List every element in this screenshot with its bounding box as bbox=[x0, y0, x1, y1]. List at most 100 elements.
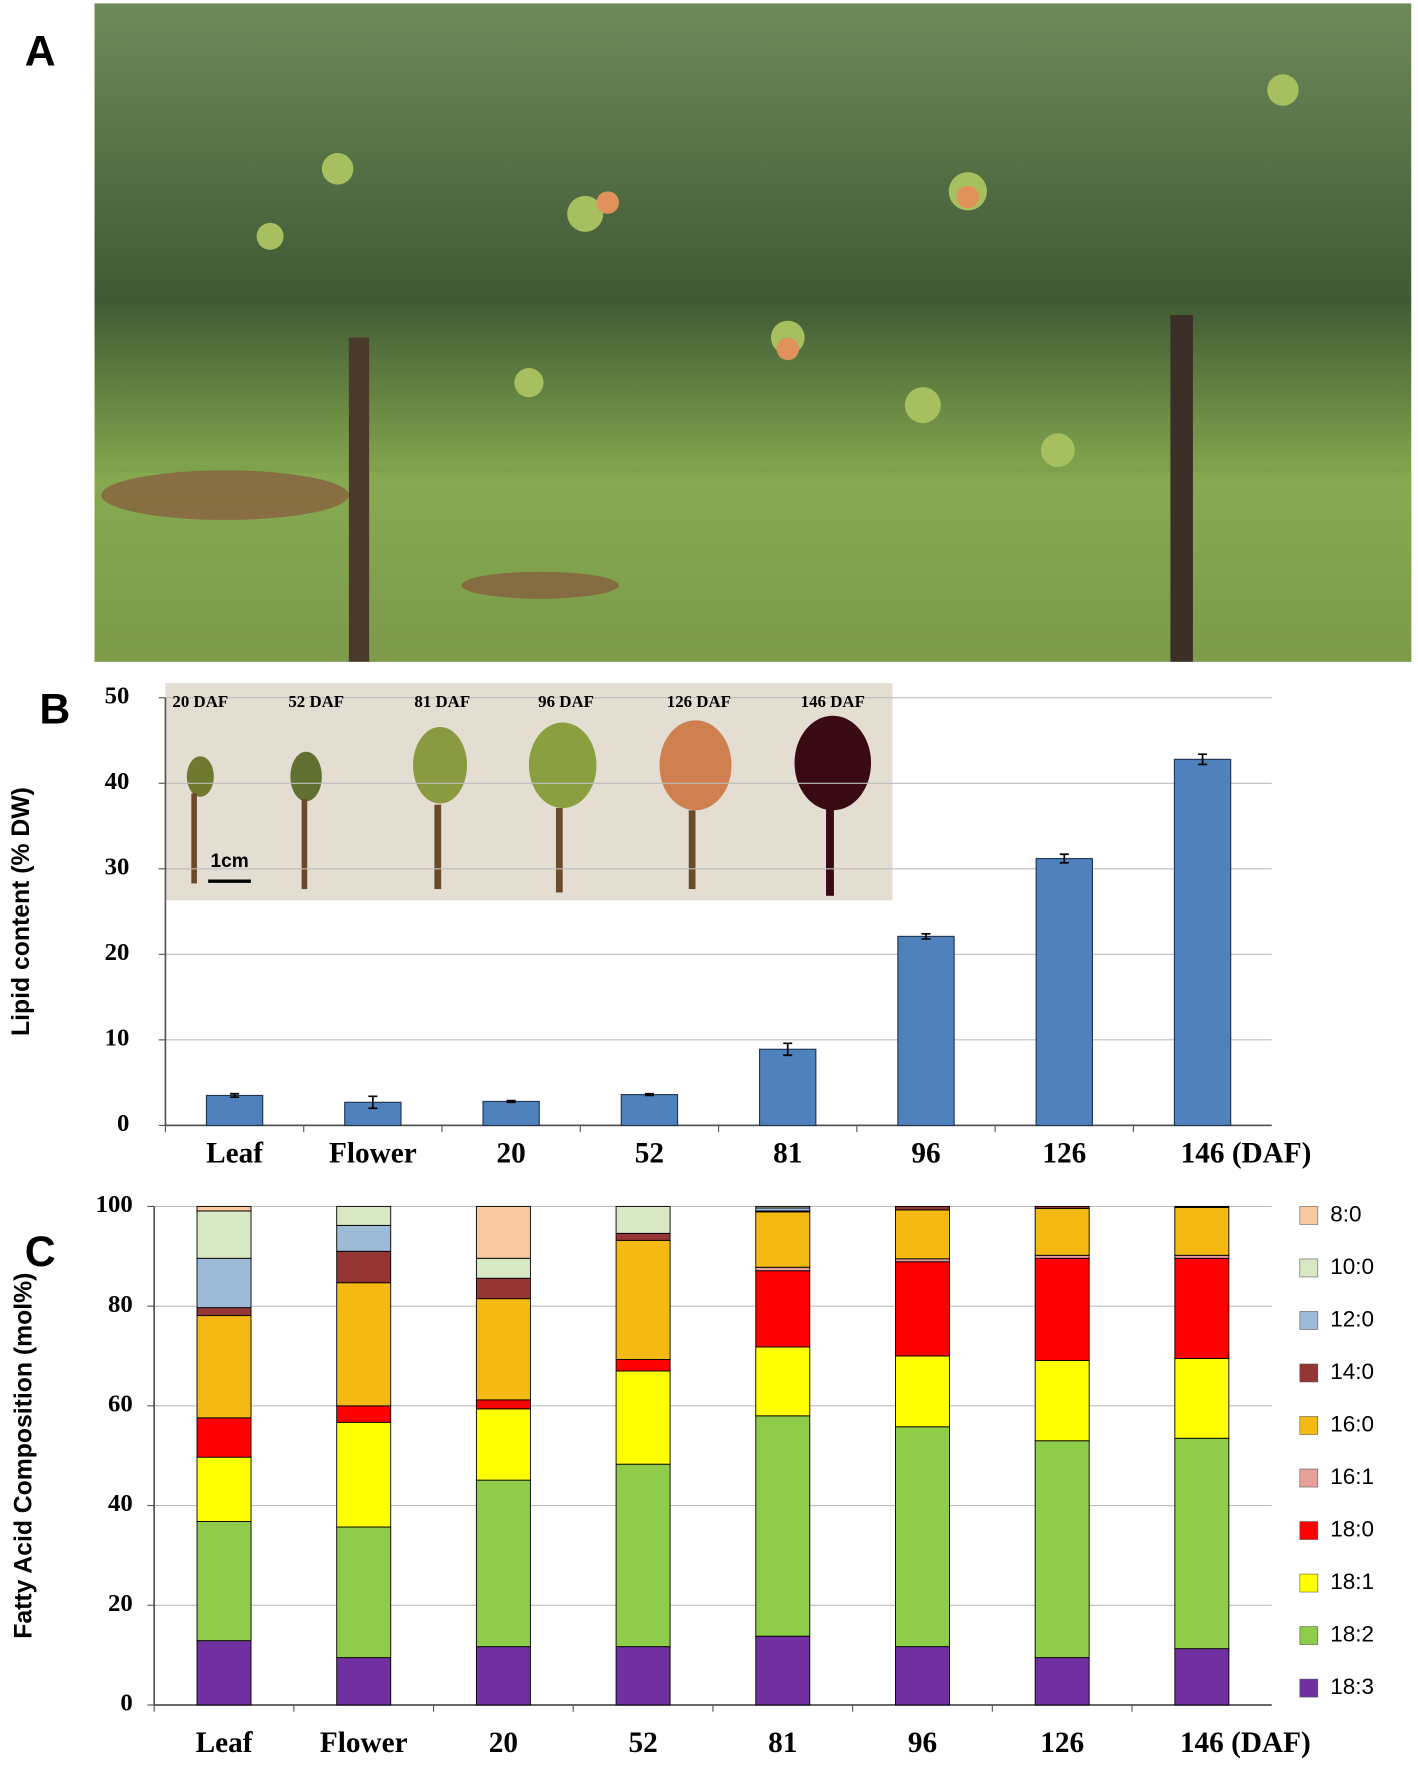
bar-segment bbox=[1174, 1358, 1230, 1439]
legend-label: 18:1 bbox=[1330, 1569, 1374, 1594]
y-tick-label: 30 bbox=[105, 853, 130, 880]
x-tick-label: 146 bbox=[1180, 1727, 1224, 1759]
legend-label: 8:0 bbox=[1330, 1201, 1361, 1226]
y-tick-label: 40 bbox=[108, 1490, 133, 1517]
bar-segment bbox=[196, 1257, 252, 1309]
legend-label: 18:2 bbox=[1330, 1622, 1374, 1647]
inset-label: 52 DAF bbox=[288, 692, 344, 711]
bar-segment bbox=[615, 1646, 671, 1706]
inset-label: 146 DAF bbox=[801, 692, 865, 711]
bar-segment bbox=[196, 1205, 252, 1212]
panel-label: B bbox=[39, 686, 70, 734]
x-tick-label: 126 bbox=[1042, 1138, 1086, 1170]
error-bar bbox=[644, 1092, 654, 1097]
legend-swatch bbox=[1299, 1258, 1319, 1278]
error-bar bbox=[1059, 853, 1069, 864]
y-tick-label: 0 bbox=[120, 1690, 132, 1717]
legend-label: 10:0 bbox=[1330, 1254, 1374, 1279]
legend-label: 18:0 bbox=[1330, 1516, 1374, 1541]
bar-segment bbox=[615, 1205, 671, 1234]
bar-segment bbox=[336, 1224, 392, 1252]
bar-segment bbox=[755, 1270, 811, 1348]
bar bbox=[620, 1094, 679, 1126]
bar-segment bbox=[475, 1646, 531, 1706]
x-tick-label: Leaf bbox=[206, 1138, 264, 1170]
bar-segment bbox=[196, 1210, 252, 1259]
x-tick-label: 20 bbox=[497, 1138, 526, 1170]
bar-segment bbox=[336, 1657, 392, 1706]
bar-segment bbox=[196, 1640, 252, 1706]
bar-segment bbox=[755, 1346, 811, 1417]
bar bbox=[205, 1094, 264, 1126]
y-tick-label: 20 bbox=[108, 1590, 133, 1617]
y-tick-label: 80 bbox=[108, 1291, 133, 1318]
x-tick-label: 20 bbox=[489, 1727, 518, 1759]
inset-photo bbox=[165, 683, 893, 901]
error-bar bbox=[230, 1092, 240, 1099]
x-tick-label: 96 bbox=[911, 1138, 940, 1170]
legend-swatch bbox=[1299, 1416, 1319, 1435]
bar-segment bbox=[615, 1359, 671, 1372]
bar-segment bbox=[336, 1205, 392, 1226]
legend-label: 18:3 bbox=[1330, 1674, 1374, 1699]
bar-segment bbox=[475, 1399, 531, 1410]
panel-label: C bbox=[25, 1228, 56, 1276]
bar-segment bbox=[475, 1205, 531, 1259]
y-tick-label: 50 bbox=[105, 682, 130, 709]
legend-swatch bbox=[1299, 1206, 1319, 1225]
bar-segment bbox=[895, 1209, 950, 1260]
bar bbox=[897, 935, 955, 1126]
bar-segment bbox=[475, 1479, 531, 1648]
y-tick-label: 0 bbox=[117, 1110, 129, 1137]
x-tick-label: 52 bbox=[628, 1727, 657, 1759]
bar-segment bbox=[196, 1521, 252, 1642]
bar-segment bbox=[1034, 1205, 1090, 1209]
bar bbox=[482, 1100, 540, 1126]
bar-segment bbox=[755, 1266, 811, 1272]
bar-segment bbox=[1174, 1257, 1230, 1359]
bar-segment bbox=[196, 1417, 252, 1458]
scale-bar-label: 1cm bbox=[210, 851, 248, 872]
x-axis-label: (DAF) bbox=[1231, 1727, 1311, 1759]
bar-segment bbox=[336, 1526, 392, 1659]
legend-swatch bbox=[1299, 1468, 1319, 1488]
error-bar bbox=[1198, 753, 1208, 766]
bar-segment bbox=[615, 1232, 671, 1241]
legend-label: 16:1 bbox=[1330, 1464, 1374, 1489]
bar bbox=[1035, 857, 1093, 1126]
bar-segment bbox=[475, 1277, 531, 1300]
bar-segment bbox=[196, 1307, 252, 1317]
legend-swatch bbox=[1299, 1626, 1319, 1645]
legend-swatch bbox=[1299, 1573, 1319, 1593]
inset-label: 96 DAF bbox=[538, 692, 594, 711]
bar-segment bbox=[1034, 1657, 1090, 1706]
legend-swatch bbox=[1299, 1521, 1319, 1540]
inset-label: 126 DAF bbox=[667, 692, 731, 711]
bar-segment bbox=[196, 1456, 252, 1522]
bar-segment bbox=[1174, 1205, 1230, 1208]
bar-segment bbox=[1034, 1440, 1090, 1659]
x-tick-label: Flower bbox=[320, 1727, 408, 1759]
y-tick-label: 100 bbox=[96, 1191, 133, 1218]
x-tick-label: 96 bbox=[908, 1727, 937, 1759]
bar-segment bbox=[895, 1426, 950, 1648]
bar bbox=[1173, 758, 1232, 1126]
error-bar bbox=[368, 1095, 378, 1110]
x-axis-label: (DAF) bbox=[1232, 1138, 1312, 1170]
error-bar bbox=[506, 1099, 516, 1104]
inset-label: 20 DAF bbox=[172, 692, 228, 711]
bar-segment bbox=[755, 1211, 811, 1268]
bar-segment bbox=[615, 1370, 671, 1465]
legend-label: 16:0 bbox=[1330, 1411, 1374, 1436]
legend-label: 14:0 bbox=[1330, 1359, 1374, 1384]
inset-label: 81 DAF bbox=[414, 692, 470, 711]
y-tick-label: 40 bbox=[105, 768, 130, 795]
bar-segment bbox=[1174, 1437, 1230, 1650]
x-tick-label: 126 bbox=[1040, 1727, 1084, 1759]
bar-segment bbox=[895, 1646, 950, 1706]
bar-segment bbox=[1174, 1648, 1230, 1706]
x-tick-label: 81 bbox=[768, 1727, 797, 1759]
bar-segment bbox=[895, 1261, 950, 1357]
